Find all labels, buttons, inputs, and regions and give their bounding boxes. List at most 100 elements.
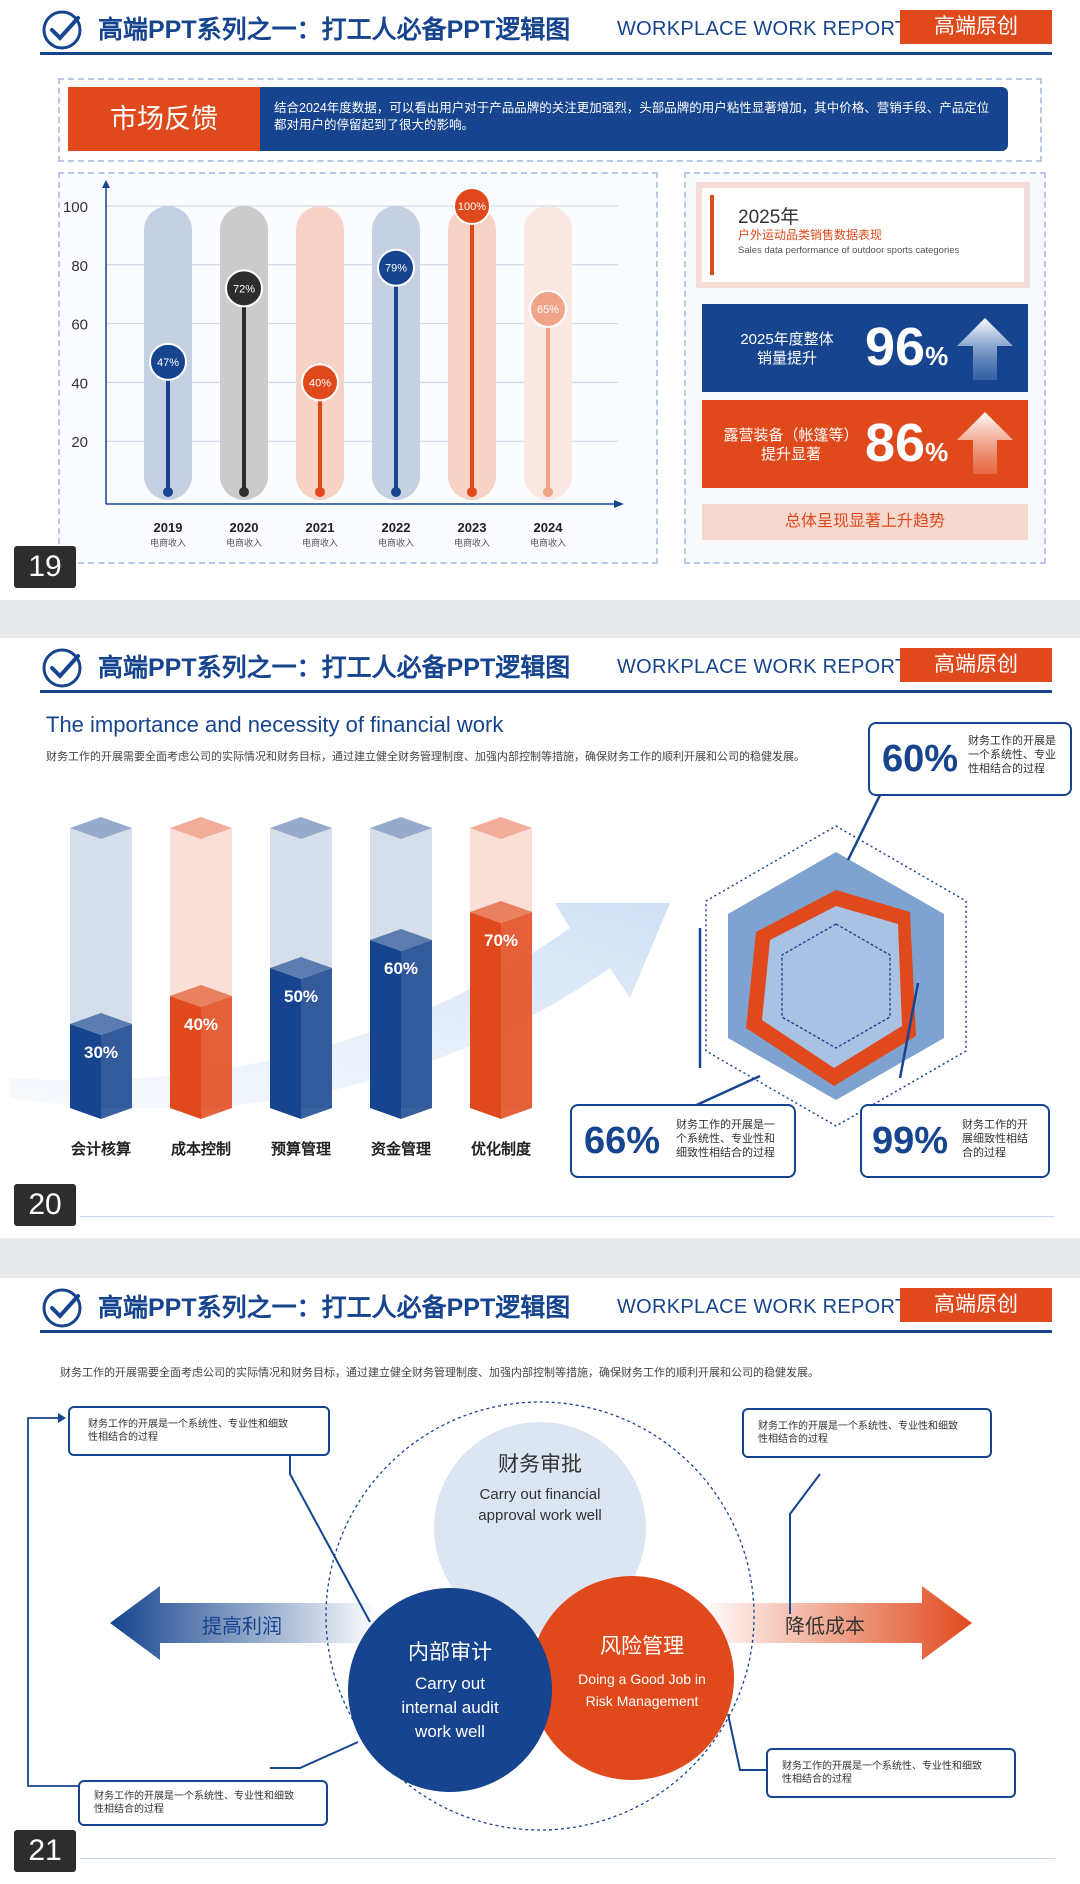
category-label: 2023 xyxy=(458,520,487,535)
bar-base-dot xyxy=(163,487,173,497)
bar-right-face xyxy=(101,1024,132,1119)
header-subtitle: WORKPLACE WORK REPORT xyxy=(617,1296,908,1318)
slide-21: 高端PPT系列之一：打工人必备PPT逻辑图 WORKPLACE WORK REP… xyxy=(0,1278,1080,1884)
callout-right-text: 财务工作的开 展细致性相结 合的过程 xyxy=(962,1118,1028,1160)
header-title: 高端PPT系列之一：打工人必备PPT逻辑图 xyxy=(98,654,571,682)
slide-header: 高端PPT系列之一：打工人必备PPT逻辑图 WORKPLACE WORK REP… xyxy=(0,1278,1080,1340)
footer-divider xyxy=(80,1858,1055,1859)
bar-ghost-cap xyxy=(370,817,432,839)
category-label: 会计核算 xyxy=(71,1140,131,1158)
bar-value-label: 79% xyxy=(385,263,407,275)
category-label: 2024 xyxy=(534,520,564,535)
category-label: 优化制度 xyxy=(471,1140,532,1158)
category-label: 2022 xyxy=(382,520,411,535)
category-label: 资金管理 xyxy=(371,1140,431,1158)
left-arrow-shape xyxy=(110,1586,380,1660)
category-label: 2021 xyxy=(306,520,335,535)
callout-right-value: 99% xyxy=(872,1120,949,1162)
bar-right-face xyxy=(201,996,232,1119)
slide-20: 高端PPT系列之一：打工人必备PPT逻辑图 WORKPLACE WORK REP… xyxy=(0,638,1080,1238)
stat-camping-label: 露营装备（帐篷等） 提升显著 xyxy=(712,426,870,464)
up-arrow-icon xyxy=(957,318,1013,380)
stat-sales-number: 96 xyxy=(865,317,926,377)
header-divider xyxy=(40,52,1052,55)
bar-cap xyxy=(370,929,432,951)
circle-left-en-line3: work well xyxy=(415,1722,485,1741)
bar-ghost-cap xyxy=(270,817,332,839)
note-bottom-left: 财务工作的开展是一个系统性、专业性和细致 性相结合的过程 xyxy=(78,1780,328,1826)
y-tick-label: 20 xyxy=(71,434,88,451)
note-line2: 性相结合的过程 xyxy=(782,1774,852,1785)
bar-ghost-cap xyxy=(70,817,132,839)
bar-base-dot xyxy=(391,487,401,497)
bar-value-label: 50% xyxy=(284,987,318,1006)
circle-left-shape xyxy=(348,1588,552,1792)
note-line1: 财务工作的开展是一个系统性、专业性和细致 xyxy=(782,1761,982,1772)
bar-value-label: 65% xyxy=(537,304,559,316)
note-line1: 财务工作的开展是一个系统性、专业性和细致 xyxy=(758,1421,958,1432)
note-top-left: 财务工作的开展是一个系统性、专业性和细致 性相结合的过程 xyxy=(68,1406,330,1456)
callout-top-text-line1: 财务工作的开展是 xyxy=(968,735,1056,747)
bar-value-label: 100% xyxy=(458,201,486,213)
bar-right-face xyxy=(401,940,432,1119)
header-title: 高端PPT系列之一：打工人必备PPT逻辑图 xyxy=(98,1294,571,1322)
bar-base-dot xyxy=(467,487,477,497)
bar-value-marker xyxy=(301,363,339,402)
venn-diagram xyxy=(27,1401,972,1831)
bar-left-face xyxy=(170,996,201,1119)
circle-top: 财务审批 Carry out financial approval work w… xyxy=(440,1448,640,1526)
callout-right-text-line2: 展细致性相结 xyxy=(962,1133,1028,1145)
callout-top-value: 60% xyxy=(882,738,959,780)
banner-text: 结合2024年度数据，可以看出用户对于产品品牌的关注更加强烈，头部品牌的用户粘性… xyxy=(260,87,1008,151)
category-label: 2019 xyxy=(154,520,183,535)
category-sublabel: 电商收入 xyxy=(226,537,262,548)
circle-right-shape xyxy=(530,1576,734,1780)
bar-base-dot xyxy=(543,487,553,497)
check-circle-icon xyxy=(42,1288,82,1328)
up-arrow-icon xyxy=(957,412,1013,474)
category-sublabel: 电商收入 xyxy=(150,537,186,548)
section-desc: 财务工作的开展需要全面考虑公司的实际情况和财务目标，通过建立健全财务管理制度、加… xyxy=(46,751,805,763)
page-number: 20 xyxy=(14,1184,76,1226)
category-label: 2020 xyxy=(230,520,259,535)
stat-camping-number: 86 xyxy=(865,413,926,473)
header-badge: 高端原创 xyxy=(900,10,1052,44)
bar-value-label: 40% xyxy=(309,377,331,389)
bar-left-face xyxy=(370,940,401,1119)
info-card xyxy=(702,188,1024,282)
trend-text: 总体呈现显著上升趋势 xyxy=(702,504,1028,540)
category-label: 成本控制 xyxy=(171,1140,231,1158)
finance-bar-chart: 30% 会计核算 40% 成本控制 50% 预算管理 60% 资金管理 70% 优化制度 xyxy=(70,817,532,1158)
bar-left-face xyxy=(270,968,301,1119)
circle-top-en-line2: approval work well xyxy=(478,1507,602,1524)
category-sublabel: 电商收入 xyxy=(454,537,490,548)
bar-value-label: 60% xyxy=(384,959,418,978)
note-bottom-right: 财务工作的开展是一个系统性、专业性和细致 性相结合的过程 xyxy=(766,1748,1016,1798)
callout-top: 60% 财务工作的开展是 一个系统性、专业 性相结合的过程 xyxy=(868,722,1072,796)
circle-right-en-line1: Doing a Good Job in xyxy=(578,1671,706,1687)
growth-chart: 100 80 60 40 20 47% 2019 电商收入 72% 2020 电商收入 40% 2021… xyxy=(63,180,624,548)
header-divider xyxy=(40,1330,1052,1333)
bar-value-label: 30% xyxy=(84,1043,118,1062)
circle-left: 内部审计 Carry out internal audit work well xyxy=(360,1636,540,1744)
callout-left-text-line3: 细致性相结合的过程 xyxy=(676,1147,775,1159)
category-sublabel: 电商收入 xyxy=(530,537,566,548)
info-card-accent xyxy=(710,195,714,275)
bar-ghost-cap xyxy=(170,817,232,839)
note-line2: 性相结合的过程 xyxy=(94,1804,164,1815)
callout-left-value: 66% xyxy=(584,1120,661,1162)
slide-header: 高端PPT系列之一：打工人必备PPT逻辑图 WORKPLACE WORK REP… xyxy=(0,638,1080,700)
page-number: 19 xyxy=(14,546,76,588)
section-desc: 财务工作的开展需要全面考虑公司的实际情况和财务目标，通过建立健全财务管理制度、加… xyxy=(60,1367,819,1379)
note-line2: 性相结合的过程 xyxy=(758,1434,828,1445)
circle-right: 风险管理 Doing a Good Job in Risk Management xyxy=(552,1630,732,1712)
circle-top-title: 财务审批 xyxy=(498,1453,582,1476)
header-title: 高端PPT系列之一：打工人必备PPT逻辑图 xyxy=(98,16,571,44)
info-cn-subtitle: 户外运动品类销售数据表现 xyxy=(738,228,883,242)
note-line1: 财务工作的开展是一个系统性、专业性和细致 xyxy=(88,1419,288,1430)
check-circle-icon xyxy=(42,10,82,50)
bar-cap xyxy=(170,985,232,1007)
callout-top-text: 财务工作的开展是 一个系统性、专业 性相结合的过程 xyxy=(968,734,1056,776)
arrow-left-label: 提高利润 xyxy=(202,1616,282,1638)
page-number: 21 xyxy=(14,1830,76,1872)
